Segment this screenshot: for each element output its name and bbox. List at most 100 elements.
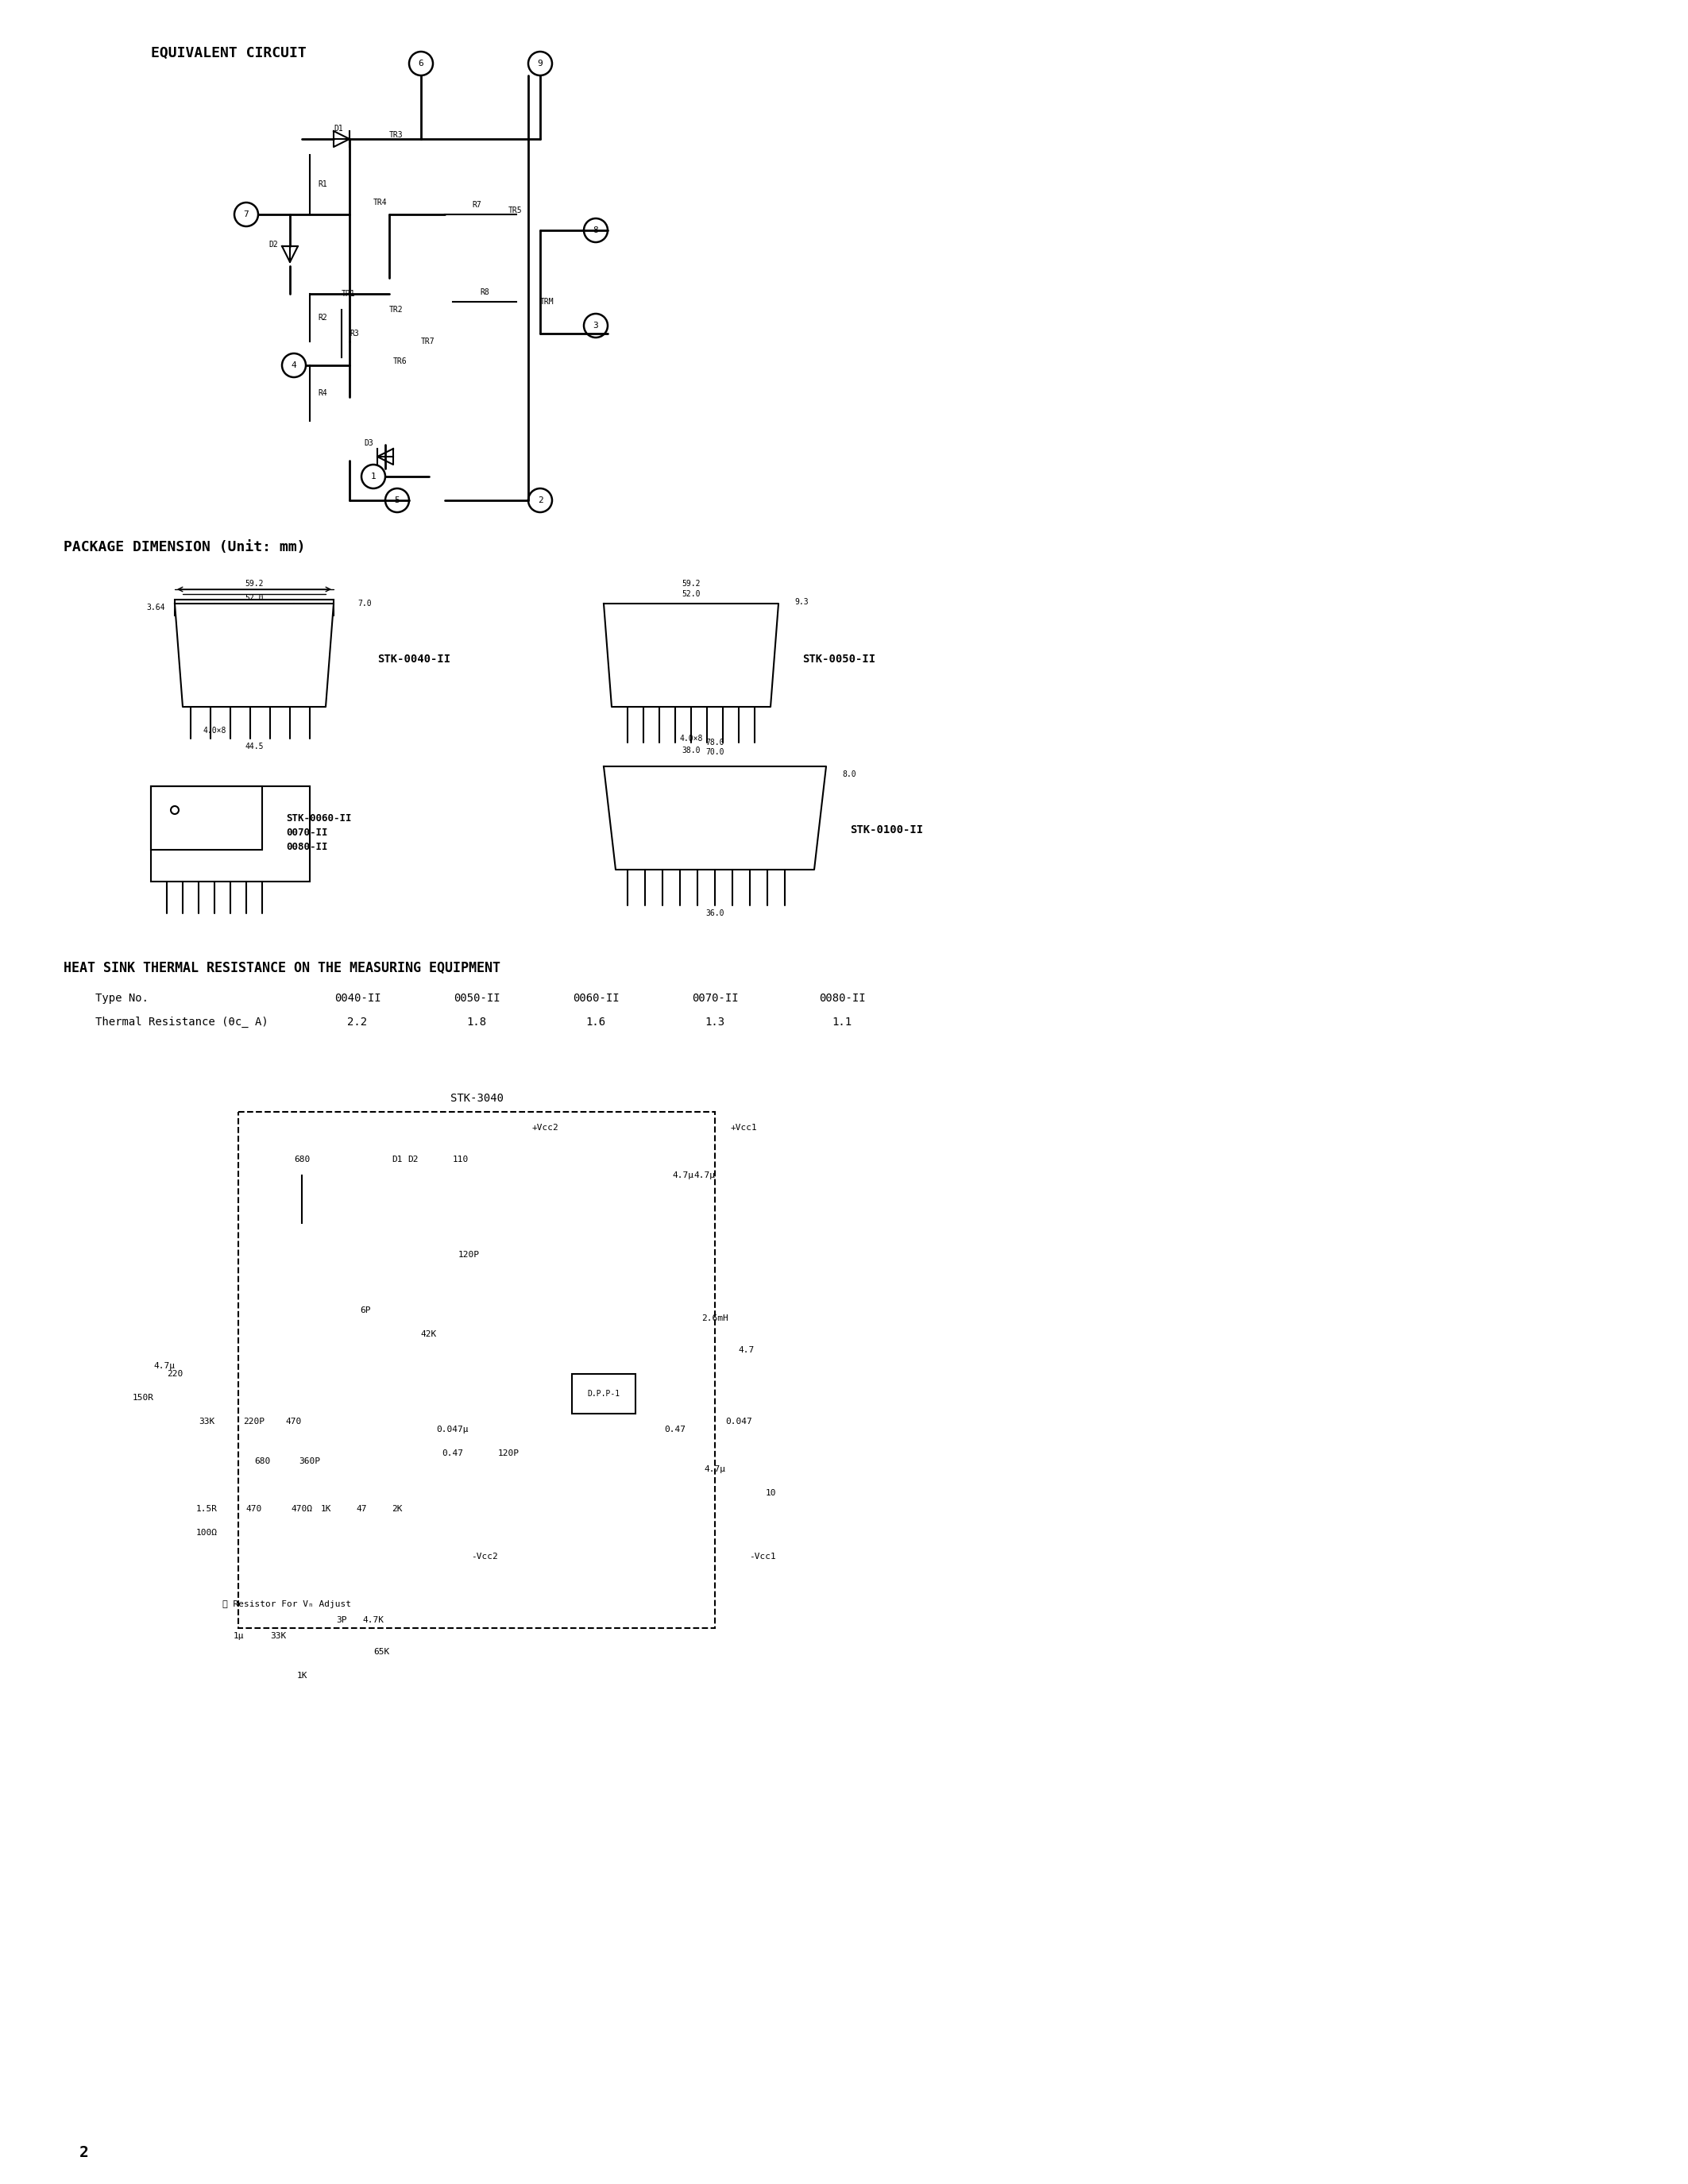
Text: +Vcc1: +Vcc1 — [731, 1125, 758, 1131]
Circle shape — [584, 218, 608, 242]
Text: 470: 470 — [285, 1417, 302, 1426]
Text: 120P: 120P — [457, 1251, 479, 1258]
Text: STK-3040: STK-3040 — [451, 1092, 503, 1103]
Text: 70.0: 70.0 — [706, 749, 724, 756]
Text: 33K: 33K — [270, 1631, 285, 1640]
Text: 0040-II: 0040-II — [334, 994, 381, 1005]
Text: 6: 6 — [419, 59, 424, 68]
Text: 5: 5 — [395, 496, 400, 505]
Text: 2: 2 — [79, 2145, 89, 2160]
Text: PACKAGE DIMENSION (Unit: mm): PACKAGE DIMENSION (Unit: mm) — [64, 539, 306, 555]
Text: 0080-II: 0080-II — [285, 841, 327, 852]
Text: 6P: 6P — [360, 1306, 371, 1315]
Text: 2: 2 — [537, 496, 544, 505]
Text: 7: 7 — [243, 210, 248, 218]
Text: 4.7: 4.7 — [739, 1345, 755, 1354]
Text: 10: 10 — [765, 1489, 776, 1496]
Text: 1.6: 1.6 — [586, 1016, 606, 1029]
Text: 2.2: 2.2 — [348, 1016, 368, 1029]
Circle shape — [211, 603, 218, 612]
Text: 7.0: 7.0 — [358, 601, 371, 607]
Text: TR3: TR3 — [390, 131, 403, 140]
Text: Thermal Resistance (θc_ A): Thermal Resistance (θc_ A) — [95, 1016, 268, 1029]
Text: R1: R1 — [317, 181, 327, 188]
Circle shape — [528, 489, 552, 513]
Text: 59.2: 59.2 — [682, 579, 701, 587]
Text: 47: 47 — [356, 1505, 366, 1514]
Bar — [150, 786, 311, 882]
Text: R3: R3 — [349, 330, 360, 339]
Text: 2.6mH: 2.6mH — [702, 1315, 728, 1321]
Text: 2K: 2K — [392, 1505, 402, 1514]
Text: D3: D3 — [365, 439, 373, 448]
Text: STK-0100-II: STK-0100-II — [851, 823, 923, 836]
Text: +Vcc2: +Vcc2 — [532, 1125, 559, 1131]
Text: 0080-II: 0080-II — [819, 994, 866, 1005]
Text: 220P: 220P — [243, 1417, 265, 1426]
Text: D2: D2 — [408, 1155, 419, 1164]
Text: 3P: 3P — [336, 1616, 348, 1625]
Text: 65K: 65K — [373, 1649, 390, 1655]
Text: 1μ: 1μ — [233, 1631, 243, 1640]
Text: 1K: 1K — [321, 1505, 331, 1514]
Text: 4.7μ: 4.7μ — [704, 1465, 726, 1474]
Text: 0.47: 0.47 — [665, 1426, 685, 1433]
Text: 0.47: 0.47 — [442, 1450, 464, 1457]
Text: 4.7K: 4.7K — [363, 1616, 385, 1625]
Text: 78.0: 78.0 — [706, 738, 724, 747]
Text: 9.3: 9.3 — [795, 598, 809, 605]
Text: 150R: 150R — [132, 1393, 154, 1402]
Text: 4.0×8: 4.0×8 — [679, 734, 702, 743]
Text: 8.0: 8.0 — [842, 771, 856, 778]
Text: STK-0050-II: STK-0050-II — [802, 653, 876, 664]
Text: -Vcc1: -Vcc1 — [749, 1553, 776, 1562]
Text: STK-0040-II: STK-0040-II — [378, 653, 451, 664]
Text: TR4: TR4 — [373, 199, 387, 207]
Text: D1: D1 — [392, 1155, 402, 1164]
Text: R8: R8 — [479, 288, 490, 297]
Text: 4.7μ: 4.7μ — [672, 1171, 694, 1179]
Text: 100Ω: 100Ω — [196, 1529, 218, 1538]
Circle shape — [638, 778, 648, 786]
Circle shape — [408, 52, 432, 76]
Polygon shape — [604, 767, 825, 869]
Text: Type No.: Type No. — [95, 994, 149, 1005]
Circle shape — [235, 203, 258, 227]
Text: 360P: 360P — [299, 1457, 321, 1465]
Text: 9: 9 — [537, 59, 544, 68]
Text: 59.2: 59.2 — [245, 579, 263, 587]
Text: D1: D1 — [334, 124, 343, 133]
Text: D2: D2 — [268, 240, 279, 249]
Text: 4: 4 — [292, 360, 297, 369]
Circle shape — [282, 354, 306, 378]
Text: 0050-II: 0050-II — [454, 994, 500, 1005]
Text: R4: R4 — [317, 389, 327, 397]
Text: 1.5R: 1.5R — [196, 1505, 218, 1514]
Text: 52.0: 52.0 — [682, 590, 701, 598]
Text: 1: 1 — [371, 472, 376, 480]
Text: TR2: TR2 — [390, 306, 403, 314]
Text: STK-0060-II: STK-0060-II — [285, 812, 351, 823]
Text: EQUIVALENT CIRCUIT: EQUIVALENT CIRCUIT — [150, 46, 307, 61]
Text: HEAT SINK THERMAL RESISTANCE ON THE MEASURING EQUIPMENT: HEAT SINK THERMAL RESISTANCE ON THE MEAS… — [64, 961, 500, 976]
Bar — [176, 601, 334, 616]
Circle shape — [528, 52, 552, 76]
Text: 1.1: 1.1 — [832, 1016, 852, 1029]
Text: 1.3: 1.3 — [706, 1016, 724, 1029]
Text: TR6: TR6 — [393, 358, 407, 365]
Text: 1K: 1K — [297, 1671, 307, 1679]
Text: 3: 3 — [592, 321, 599, 330]
Text: 0.047: 0.047 — [726, 1417, 753, 1426]
Polygon shape — [176, 603, 334, 708]
Text: 0070-II: 0070-II — [692, 994, 738, 1005]
Text: 0.047μ: 0.047μ — [437, 1426, 469, 1433]
Circle shape — [385, 489, 408, 513]
Circle shape — [734, 612, 743, 620]
Text: 3.64: 3.64 — [147, 603, 165, 612]
Text: 8: 8 — [592, 227, 599, 234]
Text: 470Ω: 470Ω — [290, 1505, 312, 1514]
Text: 42K: 42K — [420, 1330, 437, 1339]
Text: 4.0×8: 4.0×8 — [203, 727, 226, 734]
Text: TR7: TR7 — [420, 339, 436, 345]
Text: 36.0: 36.0 — [706, 909, 724, 917]
